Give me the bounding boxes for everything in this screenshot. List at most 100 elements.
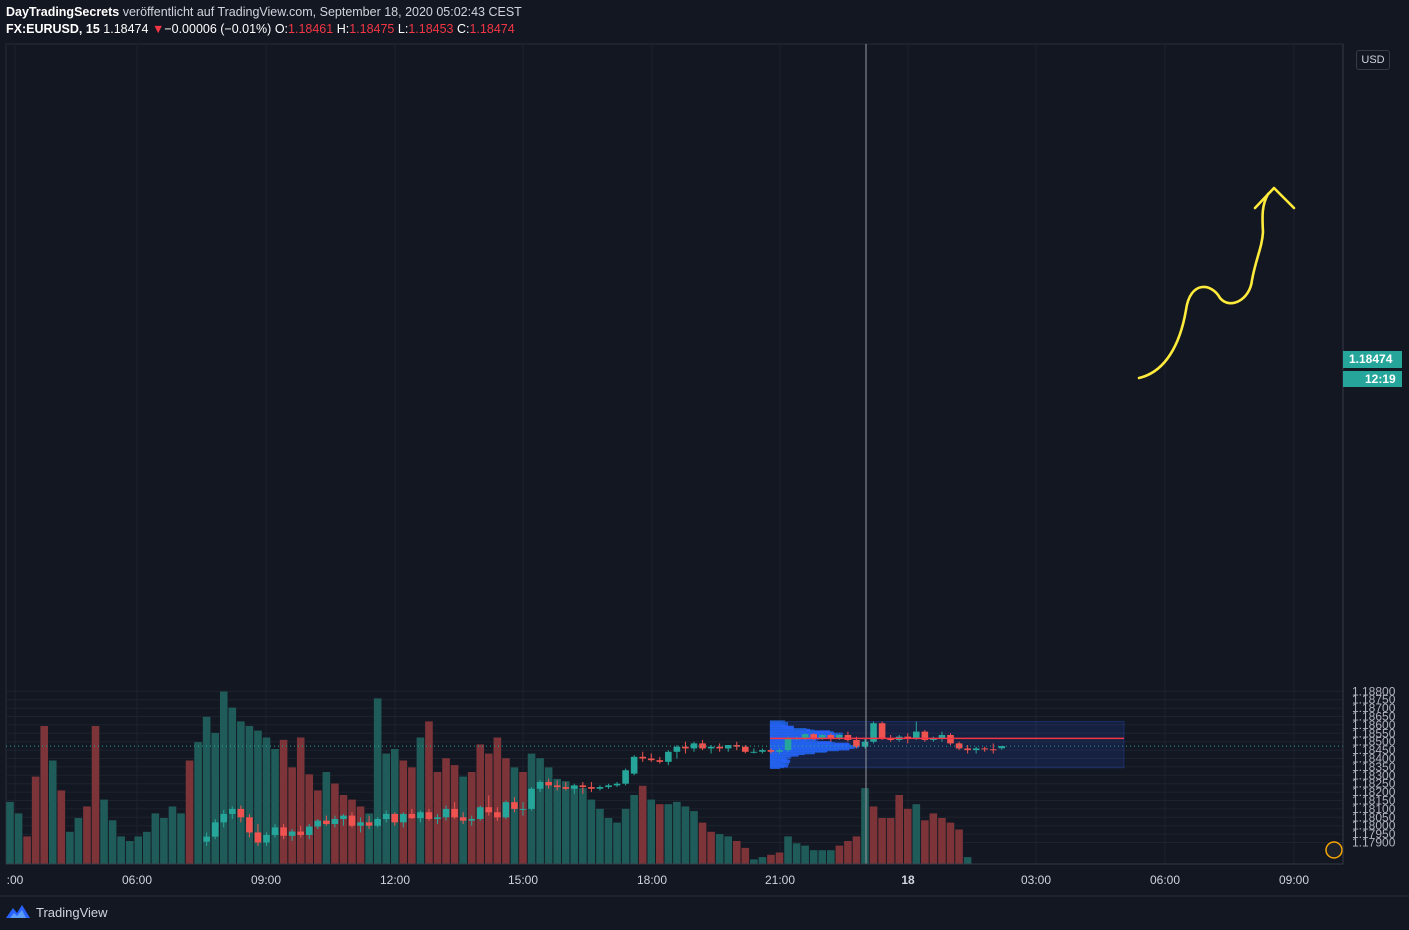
candle-body	[870, 723, 877, 742]
price-tick-label: 1.18150	[1352, 794, 1396, 808]
candle-body	[801, 734, 809, 739]
volume-bar	[14, 813, 23, 864]
candle-body	[288, 831, 296, 836]
volume-bar	[288, 767, 296, 864]
candle-body	[340, 815, 347, 819]
low-label: L:	[397, 22, 409, 36]
volume-bar	[741, 847, 750, 864]
volume-bar	[621, 808, 630, 864]
publish-info: veröffentlicht auf TradingView.com, Sept…	[122, 5, 522, 19]
volume-bar	[194, 742, 202, 864]
volume-bar	[673, 801, 681, 864]
price-tick-label: 1.17900	[1352, 836, 1396, 850]
candle-body	[511, 802, 518, 809]
time-tick-label: 09:00	[1279, 873, 1309, 887]
volume-bar	[211, 732, 219, 864]
volume-bar	[638, 785, 647, 864]
volume-bar	[279, 739, 288, 864]
candle-body	[836, 734, 843, 739]
candle-body	[930, 738, 937, 741]
volume-bar	[151, 813, 160, 864]
volume-bar	[690, 811, 698, 864]
candle-body	[451, 808, 458, 818]
currency-button[interactable]: USD	[1356, 50, 1390, 70]
price-tick-label: 1.18450	[1352, 743, 1396, 757]
volume-bar	[245, 726, 254, 864]
volume-bar	[390, 749, 399, 864]
volume-bar	[219, 691, 228, 864]
volume-bar	[613, 822, 621, 864]
candle-body	[348, 815, 356, 826]
high-value: 1.18475	[349, 22, 395, 36]
price-tick-label: 1.18000	[1352, 819, 1396, 833]
time-tick-label: 18:00	[637, 873, 667, 887]
candle-body	[468, 818, 475, 821]
candle-body	[622, 770, 629, 784]
volume-bar	[758, 857, 767, 864]
tradingview-brand[interactable]: TradingView	[36, 904, 108, 920]
candle-body	[528, 788, 535, 809]
chart-axes: 1.179001.179501.180001.180501.181001.181…	[0, 44, 1409, 897]
volume-bar	[715, 834, 724, 864]
volume-bar	[57, 790, 66, 864]
candle-body	[588, 787, 595, 789]
candle-body	[742, 746, 749, 752]
candle-body	[485, 807, 493, 813]
volume-bar	[698, 822, 707, 864]
candle-body	[408, 813, 416, 819]
candle-body	[955, 743, 963, 749]
price-tick-label: 1.18700	[1352, 701, 1396, 715]
candle-body	[365, 822, 373, 826]
current-price-tag: 1.18474	[1343, 351, 1402, 368]
volume-profile	[769, 720, 1125, 769]
time-tick-label: 09:00	[251, 873, 281, 887]
volume-bar	[801, 845, 809, 864]
volume-bar	[271, 749, 279, 864]
high-label: H:	[336, 22, 350, 36]
time-tick-label: 06:00	[122, 873, 152, 887]
volume-bar	[399, 760, 408, 864]
volume-bar	[373, 698, 382, 864]
volume-bar	[305, 774, 314, 864]
candlestick-series	[203, 721, 1006, 846]
volume-bar	[852, 836, 861, 864]
volume-bar	[83, 806, 91, 864]
author-name[interactable]: DayTradingSecrets	[6, 5, 120, 19]
volume-bar	[185, 760, 194, 864]
candle-body	[844, 734, 852, 741]
volume-bar	[579, 788, 587, 864]
volume-bar	[108, 820, 117, 864]
candle-body	[203, 836, 210, 842]
event-marker-icon	[1325, 841, 1343, 859]
candle-body	[998, 746, 1006, 749]
volume-bar	[228, 707, 237, 864]
volume-bar	[510, 767, 519, 864]
candle-body	[904, 736, 912, 739]
candle-body	[211, 822, 219, 837]
candle-body	[827, 734, 835, 739]
candle-body	[656, 760, 664, 762]
profile-row	[770, 720, 786, 724]
candle-body	[981, 748, 988, 750]
open-value: 1.18461	[288, 22, 334, 36]
price-tick-label: 1.18650	[1352, 710, 1396, 724]
footer: TradingView	[6, 900, 108, 924]
volume-bar	[125, 841, 134, 864]
price-tick-label: 1.18250	[1352, 777, 1396, 791]
volume-bar	[544, 767, 553, 864]
volume-bar	[519, 772, 527, 864]
candle-body	[707, 746, 715, 749]
symbol-name[interactable]: FX:EURUSD, 15	[6, 22, 100, 36]
chart-header: DayTradingSecrets veröffentlicht auf Tra…	[6, 4, 1396, 40]
price-tick-label: 1.18600	[1352, 718, 1396, 732]
tradingview-logo-icon[interactable]	[6, 904, 30, 920]
candle-body	[716, 746, 723, 749]
volume-bar	[681, 806, 690, 864]
volume-bar	[74, 818, 83, 864]
candle-body	[382, 813, 390, 819]
candle-body	[476, 807, 484, 819]
volume-bar	[134, 836, 143, 864]
volume-bar	[912, 804, 921, 864]
candle-body	[639, 756, 646, 759]
